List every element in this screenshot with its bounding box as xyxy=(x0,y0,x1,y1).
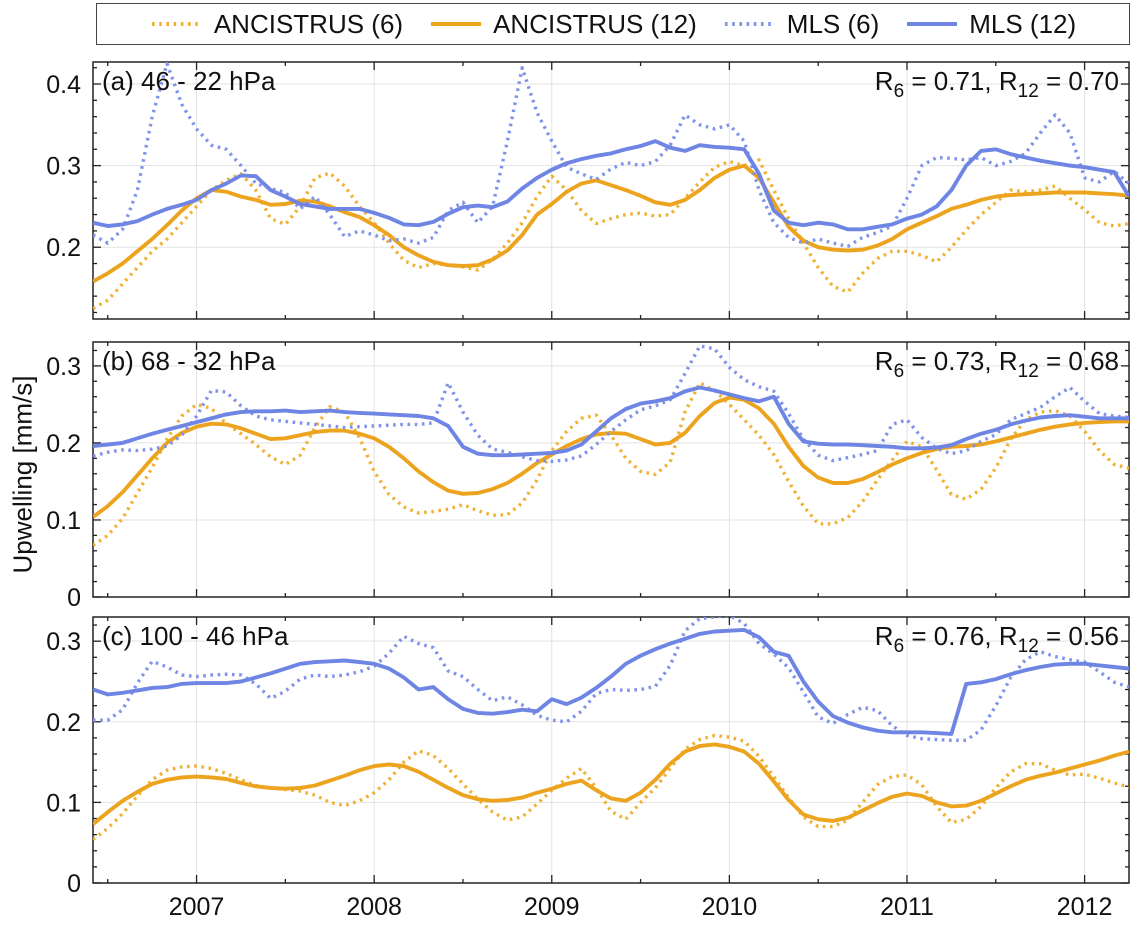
panel-frame xyxy=(92,61,1130,320)
legend-line-sample xyxy=(724,22,775,26)
series-c-ancistrus-6- xyxy=(93,733,1129,841)
panel-c: 0 0.1 0.2 0.3 (c) 100 - 46 hPa R6 = 0.76, R12… xyxy=(46,616,1130,898)
series-a-mls-12- xyxy=(93,139,1129,232)
legend-label: ANCISTRUS (12) xyxy=(493,8,697,39)
y-tick-label: 0.1 xyxy=(46,789,81,817)
y-tick-label: 0.2 xyxy=(46,234,81,262)
series-c-ancistrus-12- xyxy=(93,742,1129,826)
legend-line-sample xyxy=(907,22,958,26)
x-tick-label: 2007 xyxy=(169,893,225,921)
series-a-ancistrus-12- xyxy=(93,163,1129,284)
panel-a: 0.2 0.3 0.4 (a) 46 - 22 hPa R6 = 0.71, R12 =… xyxy=(46,61,1130,320)
y-tick-label: 0.2 xyxy=(46,430,81,458)
x-tick-label: 2010 xyxy=(702,893,758,921)
legend-item-ancistrus-6-: ANCISTRUS (6) xyxy=(150,9,403,40)
y-tick-label: 0.3 xyxy=(46,153,81,181)
x-tick-label: 2008 xyxy=(346,893,402,921)
y-tick-label: 0 xyxy=(67,870,81,898)
panel-label-c: (c) 100 - 46 hPa xyxy=(102,621,289,651)
x-tick-label: 2009 xyxy=(524,893,580,921)
legend: ANCISTRUS (6) ANCISTRUS (12) MLS (6) MLS (1… xyxy=(96,3,1130,45)
panel-frame xyxy=(92,616,1130,884)
series-b-mls-12- xyxy=(93,385,1129,458)
legend-line-sample xyxy=(431,22,482,26)
y-tick-label: 0.4 xyxy=(46,71,81,99)
series-b-mls-6- xyxy=(93,344,1129,464)
correlation-annotation-c: R6 = 0.76, R12 = 0.56 xyxy=(875,621,1119,657)
y-tick-label: 0 xyxy=(67,584,81,612)
legend-line-sample xyxy=(151,22,202,26)
legend-label: MLS (6) xyxy=(786,8,880,39)
y-tick-label: 0.1 xyxy=(46,507,81,535)
series-b-ancistrus-6- xyxy=(93,381,1129,547)
series-a-mls-6- xyxy=(93,62,1129,249)
panel-label-b: (b) 68 - 32 hPa xyxy=(102,346,276,376)
series-a-ancistrus-6- xyxy=(93,158,1129,310)
panel-label-a: (a) 46 - 22 hPa xyxy=(102,66,276,96)
panel-frame xyxy=(92,341,1130,598)
y-tick-label: 0.2 xyxy=(46,709,81,737)
series-c-mls-6- xyxy=(93,617,1129,742)
legend-label: ANCISTRUS (6) xyxy=(213,8,404,39)
x-tick-label: 2012 xyxy=(1057,893,1113,921)
correlation-annotation-a: R6 = 0.71, R12 = 0.70 xyxy=(875,66,1119,102)
y-axis-label: Upwelling [mm/s] xyxy=(7,375,38,574)
legend-item-mls-12-: MLS (12) xyxy=(905,9,1076,40)
series-c-mls-12- xyxy=(93,627,1129,736)
x-tick-label: 2011 xyxy=(880,893,934,921)
y-tick-label: 0.3 xyxy=(46,628,81,656)
legend-label: MLS (12) xyxy=(969,8,1077,39)
correlation-annotation-b: R6 = 0.73, R12 = 0.68 xyxy=(875,346,1119,382)
y-tick-label: 0.3 xyxy=(46,353,81,381)
legend-item-mls-6-: MLS (6) xyxy=(723,9,879,40)
legend-item-ancistrus-12-: ANCISTRUS (12) xyxy=(429,9,697,40)
panel-b: 0 0.1 0.2 0.3 (b) 68 - 32 hPa R6 = 0.73, R12 … xyxy=(46,341,1130,612)
series-b-ancistrus-12- xyxy=(93,395,1129,519)
